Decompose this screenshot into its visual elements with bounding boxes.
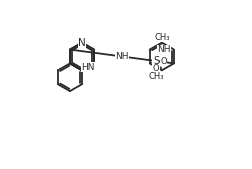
Text: HN: HN: [81, 63, 94, 72]
Text: N: N: [78, 38, 85, 48]
Text: O: O: [160, 57, 166, 66]
Text: CH₃: CH₃: [148, 72, 163, 81]
Text: CH₃: CH₃: [153, 33, 169, 42]
Text: NH: NH: [115, 52, 128, 61]
Text: S: S: [152, 56, 158, 66]
Text: O: O: [152, 64, 159, 73]
Text: NH: NH: [157, 45, 170, 54]
